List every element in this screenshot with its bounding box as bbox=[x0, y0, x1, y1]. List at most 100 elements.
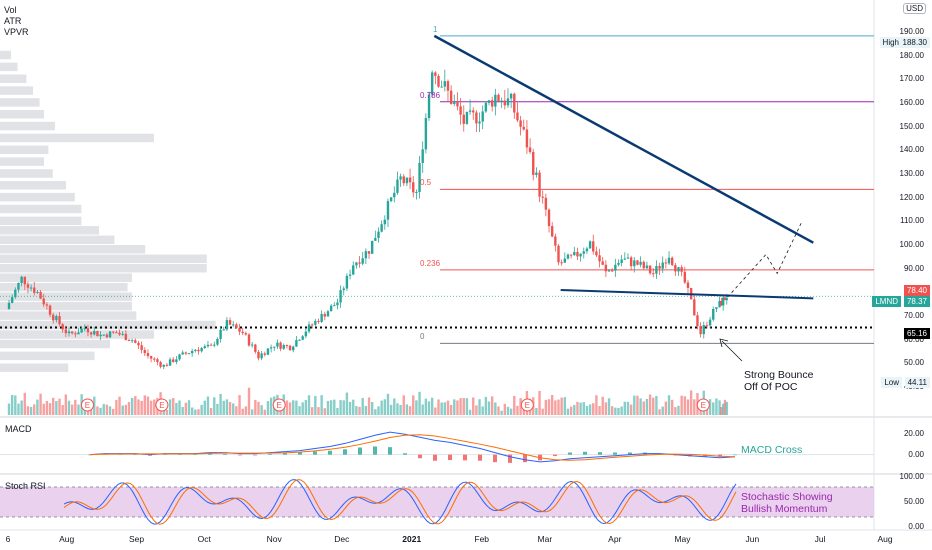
candle-body bbox=[282, 345, 285, 349]
macd-signal-line bbox=[89, 434, 736, 461]
volume-bar bbox=[720, 407, 723, 415]
candle-body bbox=[235, 324, 238, 329]
volume-bar bbox=[39, 393, 42, 415]
candle-body bbox=[279, 342, 282, 349]
candle-body bbox=[696, 315, 699, 327]
volume-bar bbox=[326, 400, 330, 415]
macd-histogram-bar bbox=[613, 452, 617, 455]
candle-body bbox=[70, 331, 74, 334]
candle-body bbox=[361, 258, 364, 264]
candle-body bbox=[118, 332, 121, 335]
indicator-vpvr-label[interactable]: VPVR bbox=[4, 27, 29, 37]
indicator-vol-label[interactable]: Vol bbox=[4, 5, 17, 15]
candle-body bbox=[64, 329, 68, 334]
volume-bar bbox=[503, 403, 507, 415]
vpvr-bar bbox=[0, 74, 27, 83]
candle-body bbox=[626, 257, 630, 259]
earnings-marker-label: E bbox=[701, 401, 706, 410]
volume-bar bbox=[607, 398, 611, 415]
candle-body bbox=[247, 334, 251, 346]
volume-bar bbox=[405, 404, 409, 415]
macd-histogram-bar bbox=[583, 451, 587, 455]
volume-bar bbox=[99, 407, 102, 415]
candle-body bbox=[304, 331, 308, 337]
time-tick-label: Oct bbox=[197, 534, 211, 544]
volume-bar bbox=[266, 401, 270, 415]
volume-bar bbox=[26, 406, 30, 415]
stoch-pane-label[interactable]: Stoch RSI bbox=[5, 481, 46, 491]
candle-body bbox=[437, 75, 440, 87]
candle-body bbox=[475, 112, 478, 124]
candle-body bbox=[715, 307, 718, 309]
volume-bar bbox=[370, 402, 374, 415]
candle-body bbox=[522, 126, 525, 130]
vpvr-bar bbox=[0, 216, 82, 226]
candle-body bbox=[699, 326, 702, 335]
volume-bar bbox=[513, 395, 516, 415]
volume-bar bbox=[468, 409, 472, 415]
candle-body bbox=[250, 344, 254, 346]
candle-body bbox=[519, 120, 522, 127]
stoch-band bbox=[0, 487, 874, 517]
candle-body bbox=[7, 302, 11, 309]
candle-body bbox=[465, 111, 469, 124]
volume-bar bbox=[70, 404, 74, 415]
volume-bar bbox=[595, 395, 598, 415]
candle-body bbox=[503, 100, 507, 106]
volume-bar bbox=[105, 404, 109, 415]
volume-bar bbox=[554, 400, 557, 415]
volume-bar bbox=[254, 399, 257, 415]
candle-body bbox=[320, 313, 323, 322]
vpvr-bar bbox=[0, 181, 66, 190]
volume-bar bbox=[48, 403, 52, 415]
price-tick-label: 160.00 bbox=[899, 97, 924, 107]
candle-body bbox=[89, 332, 93, 335]
vpvr-bar bbox=[0, 133, 154, 143]
volume-bar bbox=[33, 404, 36, 415]
vpvr-bar bbox=[0, 273, 132, 282]
high-label: High bbox=[879, 37, 902, 48]
price-tick-label: 170.00 bbox=[899, 74, 924, 84]
candle-body bbox=[576, 251, 579, 257]
macd-histogram-bar bbox=[238, 454, 242, 456]
currency-badge[interactable]: USD bbox=[903, 3, 926, 14]
annotation-bounce-line2: Off Of POC bbox=[744, 381, 798, 393]
macd-pane bbox=[0, 431, 874, 463]
volume-bar bbox=[213, 397, 216, 415]
price-tick-label: 70.00 bbox=[903, 311, 924, 321]
candle-body bbox=[408, 177, 412, 183]
candle-body bbox=[39, 291, 42, 299]
candle-body bbox=[219, 329, 222, 339]
candle-body bbox=[440, 86, 443, 88]
candle-body bbox=[162, 364, 165, 367]
volume-bar bbox=[115, 399, 118, 415]
time-tick-label: Aug bbox=[59, 534, 75, 544]
volume-bar bbox=[190, 407, 194, 415]
volume-bar bbox=[494, 402, 497, 415]
candle-body bbox=[178, 354, 181, 360]
volume-bar bbox=[216, 403, 219, 415]
volume-bar bbox=[67, 400, 71, 415]
candle-body bbox=[563, 258, 567, 263]
volume-bar bbox=[721, 403, 725, 415]
indicator-atr-label[interactable]: ATR bbox=[4, 16, 22, 26]
candle-body bbox=[323, 313, 327, 317]
candle-body bbox=[29, 287, 33, 289]
candle-body bbox=[295, 340, 298, 347]
candle-body bbox=[181, 352, 184, 355]
candle-body bbox=[257, 351, 260, 359]
volume-bar bbox=[339, 400, 342, 415]
macd-histogram-bar bbox=[433, 454, 437, 461]
macd-histogram-bar bbox=[343, 449, 347, 455]
candle-body bbox=[292, 346, 295, 351]
volume-bar bbox=[677, 405, 680, 415]
macd-histogram-bar bbox=[568, 452, 572, 455]
volume-bar bbox=[168, 399, 172, 415]
macd-pane-label[interactable]: MACD bbox=[5, 424, 32, 434]
fib-level-label: 0.786 bbox=[420, 90, 441, 100]
candle-body bbox=[424, 118, 428, 150]
vpvr-bar bbox=[0, 50, 11, 60]
stoch-pane bbox=[0, 479, 874, 525]
